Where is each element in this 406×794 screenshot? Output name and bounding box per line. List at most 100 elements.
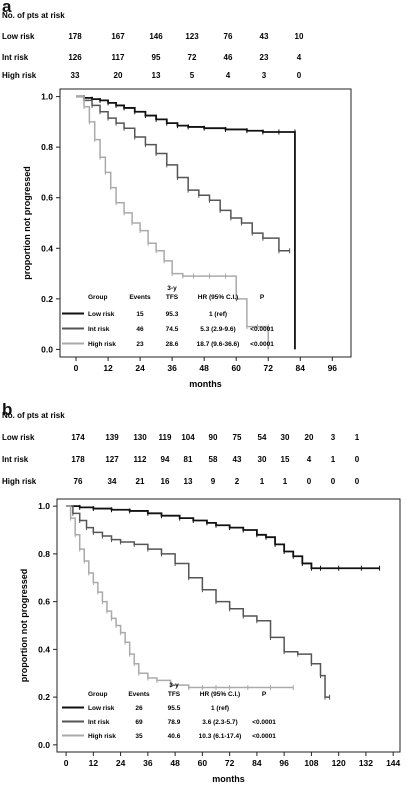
stats-group: Low risk (88, 705, 115, 712)
stats-tfs: 28.6 (166, 341, 179, 348)
stats-tfs: 40.6 (168, 733, 181, 740)
risk-row-label: Low risk (2, 433, 35, 442)
risk-row-label: Int risk (2, 455, 29, 464)
risk-count: 167 (111, 32, 125, 41)
risk-count: 4 (297, 53, 302, 62)
risk-count: 1 (331, 455, 336, 464)
risk-count: 20 (114, 71, 123, 80)
panel-label-b: b (2, 400, 13, 419)
x-tick-label: 72 (264, 363, 274, 373)
risk-count: 3 (262, 71, 267, 80)
risk-count: 90 (209, 433, 218, 442)
stats-hr: 1 (ref) (211, 705, 229, 712)
risk-count: 4 (226, 71, 231, 80)
y-tick-label: 0.2 (38, 692, 50, 702)
risk-count: 43 (233, 455, 242, 464)
x-tick-label: 24 (116, 758, 126, 768)
stats-header: P (260, 294, 265, 301)
stats-events: 26 (135, 705, 143, 712)
stats-header: TFS (168, 691, 181, 698)
risk-count: 46 (224, 53, 233, 62)
y-tick-label: 0.0 (38, 740, 50, 750)
x-tick-label: 72 (225, 758, 235, 768)
stats-header-top: 3-y (169, 682, 179, 689)
stats-tfs: 74.5 (166, 326, 179, 333)
y-tick-label: 0.4 (38, 644, 50, 654)
risk-count: 95 (152, 53, 161, 62)
stats-group: Int risk (88, 326, 110, 333)
stats-hr: 5.3 (2.9-9.6) (200, 326, 235, 333)
stats-p: <0.0001 (250, 326, 274, 333)
risk-count: 94 (161, 455, 170, 464)
risk-count: 9 (211, 477, 216, 486)
stats-events: 46 (136, 326, 144, 333)
risk-count: 174 (71, 433, 85, 442)
stats-hr: 10.3 (6.1-17.4) (199, 733, 242, 740)
risk-count: 104 (181, 433, 195, 442)
risk-count: 16 (161, 477, 170, 486)
stats-tfs: 78.9 (168, 719, 181, 726)
y-tick-label: 0.6 (41, 193, 53, 203)
x-tick-label: 12 (89, 758, 99, 768)
risk-count: 0 (297, 71, 302, 80)
stats-header: Group (88, 294, 108, 301)
stats-p: <0.0001 (252, 733, 276, 740)
stats-group: High risk (88, 733, 116, 740)
series-line (66, 505, 294, 689)
y-tick-label: 0.4 (41, 243, 53, 253)
y-axis-label: proportion not progressed (22, 166, 32, 280)
x-tick-label: 48 (199, 363, 209, 373)
risk-count: 4 (307, 455, 312, 464)
panel-a: a No. of pts at risk Low risk 178 167 146 123… (0, 0, 406, 394)
risk-count: 119 (159, 433, 172, 442)
x-tick-label: 36 (167, 363, 177, 373)
risk-count: 0 (307, 477, 312, 486)
x-tick-label: 96 (279, 758, 289, 768)
risk-count: 13 (184, 477, 193, 486)
risk-count: 72 (188, 53, 197, 62)
risk-count: 81 (184, 455, 193, 464)
risk-count: 146 (149, 32, 163, 41)
risk-count: 76 (74, 477, 83, 486)
risk-count: 43 (260, 32, 269, 41)
risk-count: 10 (295, 32, 304, 41)
x-axis-label: months (212, 774, 245, 784)
risk-count: 2 (235, 477, 240, 486)
panel-b: b No. of pts at risk Low risk 174 139 130 119… (0, 400, 406, 794)
risk-row-label: Low risk (2, 32, 35, 41)
risk-count: 178 (68, 32, 82, 41)
risk-count: 20 (305, 433, 314, 442)
x-tick-label: 60 (198, 758, 208, 768)
risk-count: 117 (112, 53, 125, 62)
risk-count: 123 (185, 32, 199, 41)
stats-tfs: 95.3 (166, 311, 179, 318)
risk-row-label: Int risk (2, 53, 29, 62)
risk-count: 3 (331, 433, 336, 442)
x-tick-label: 144 (386, 758, 400, 768)
stats-hr: 18.7 (9.6-36.6) (197, 341, 240, 348)
stats-events: 35 (135, 733, 143, 740)
series-line (76, 95, 290, 252)
risk-count: 0 (331, 477, 336, 486)
y-tick-label: 1.0 (38, 501, 50, 511)
x-tick-label: 108 (304, 758, 318, 768)
x-tick-label: 120 (332, 758, 346, 768)
panel-label-a: a (2, 0, 12, 16)
stats-header: P (262, 691, 267, 698)
stats-header: Events (129, 294, 151, 301)
y-tick-label: 0.0 (41, 344, 53, 354)
risk-count: 21 (136, 477, 145, 486)
risk-count: 76 (224, 32, 233, 41)
x-axis-label: months (189, 379, 222, 389)
stats-header: Group (88, 691, 108, 698)
risk-count: 1 (283, 477, 288, 486)
x-tick-label: 132 (359, 758, 373, 768)
risk-count: 130 (133, 433, 147, 442)
plot-frame (59, 88, 352, 358)
x-tick-label: 48 (170, 758, 180, 768)
y-axis-label: proportion not progressed (19, 569, 29, 683)
x-tick-label: 12 (103, 363, 113, 373)
risk-count: 23 (260, 53, 269, 62)
